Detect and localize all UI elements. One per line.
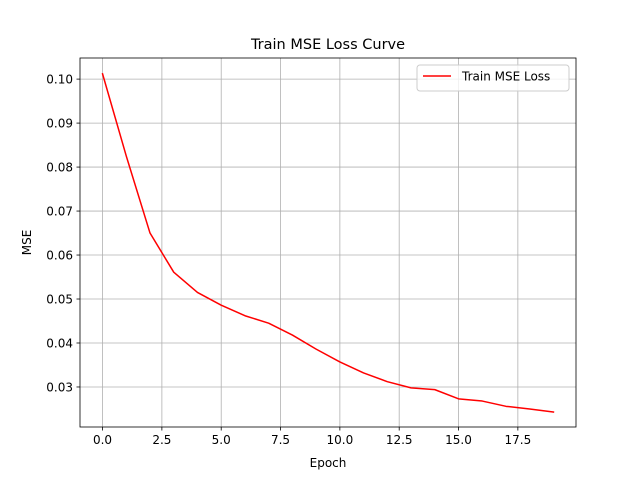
y-tick-label: 0.09	[46, 116, 73, 130]
x-axis-label: Epoch	[310, 456, 347, 470]
chart-title: Train MSE Loss Curve	[250, 37, 405, 53]
series-line-train-mse-loss	[101, 72, 555, 413]
y-tick-label: 0.03	[46, 380, 73, 394]
y-tick-label: 0.10	[46, 72, 73, 86]
y-tick-label: 0.06	[46, 248, 73, 262]
legend: Train MSE Loss	[416, 64, 570, 92]
x-tick-label: 10.0	[327, 433, 354, 447]
x-tick-label: 0.0	[93, 433, 112, 447]
y-axis-label: MSE	[20, 230, 34, 256]
y-axis-ticks: 0.03 0.04 0.05 0.06 0.07 0.08 0.09 0.10	[46, 72, 80, 394]
series-layer	[101, 72, 555, 413]
y-tick-label: 0.07	[46, 204, 73, 218]
grid-lines	[80, 58, 576, 427]
x-tick-label: 17.5	[504, 433, 531, 447]
y-tick-label: 0.05	[46, 292, 73, 306]
legend-label: Train MSE Loss	[461, 70, 550, 84]
x-tick-label: 5.0	[212, 433, 231, 447]
x-axis-ticks: 0.0 2.5 5.0 7.5 10.0 12.5 15.0 17.5	[93, 427, 531, 447]
y-tick-label: 0.04	[46, 336, 73, 350]
x-tick-label: 12.5	[386, 433, 413, 447]
axes-frame	[79, 57, 577, 428]
x-tick-label: 7.5	[271, 433, 290, 447]
legend-box	[416, 64, 570, 92]
x-tick-label: 2.5	[152, 433, 171, 447]
y-tick-label: 0.08	[46, 160, 73, 174]
x-tick-label: 15.0	[445, 433, 472, 447]
